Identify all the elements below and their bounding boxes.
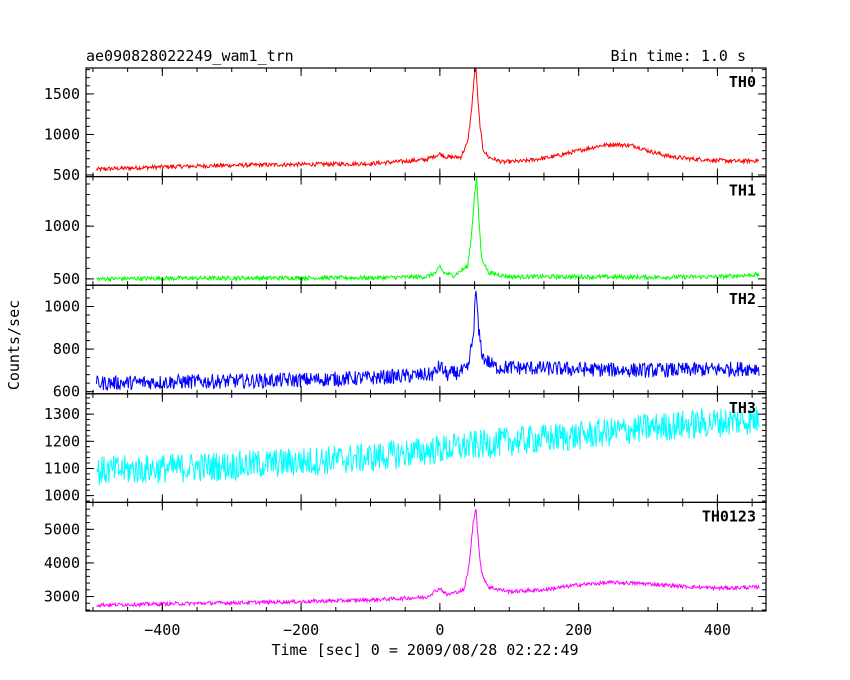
x-tick-label: 0	[435, 621, 444, 639]
panel-th3: 1000 1100 1200 1300 TH3	[44, 393, 767, 505]
series-name-th0123: TH0123	[702, 507, 756, 525]
chart-title: ae090828022249_wam1_trn	[86, 47, 294, 65]
y-tick-label: 1100	[44, 459, 80, 477]
y-tick-label: 1000	[44, 297, 80, 315]
panel-frame	[85, 176, 767, 286]
y-tick-label: 1200	[44, 432, 80, 450]
y-tick-label: 1500	[44, 85, 80, 103]
y-axis-label: Counts/sec	[5, 300, 23, 390]
y-tick-label: 3000	[44, 588, 80, 606]
y-tick-label: 1000	[44, 487, 80, 505]
series-name-th2: TH2	[729, 290, 756, 308]
series-line-th1	[96, 176, 760, 283]
bin-time-label: Bin time: 1.0 s	[611, 47, 746, 65]
series-line-th2	[95, 290, 760, 392]
y-tick-label: 1300	[44, 405, 80, 423]
panel-th1: 500 1000 TH1	[44, 176, 767, 288]
x-tick-label: 200	[565, 621, 592, 639]
series-line-th3	[96, 406, 760, 486]
y-tick-label: 4000	[44, 554, 80, 572]
y-tick-label: 500	[53, 166, 80, 184]
y-tick-label: 800	[53, 340, 80, 358]
panel-th2: 600 800 1000 TH2	[44, 284, 767, 401]
series-name-th0: TH0	[729, 73, 756, 91]
panel-th0: 500 1000 1500 TH0	[44, 67, 767, 184]
panels: 500 1000 1500 TH0 500 1000 TH1 600 800 1000 TH2 100…	[44, 67, 767, 639]
x-axis-label: Time [sec] 0 = 2009/08/28 02:22:49	[271, 641, 578, 659]
x-tick-label: −400	[144, 621, 180, 639]
series-line-th0123	[96, 508, 760, 608]
x-tick-label: −200	[283, 621, 319, 639]
y-tick-label: 600	[53, 383, 80, 401]
y-tick-label: 5000	[44, 520, 80, 538]
series-name-th3: TH3	[729, 399, 756, 417]
series-name-th1: TH1	[729, 182, 756, 200]
panel-frame	[85, 501, 767, 612]
y-tick-label: 500	[53, 270, 80, 288]
panel-th0123: 3000 4000 5000 TH0123	[44, 501, 767, 612]
x-tick-label: 400	[704, 621, 731, 639]
y-tick-label: 1000	[44, 217, 80, 235]
series-line-th0	[95, 68, 760, 173]
y-tick-label: 1000	[44, 125, 80, 143]
